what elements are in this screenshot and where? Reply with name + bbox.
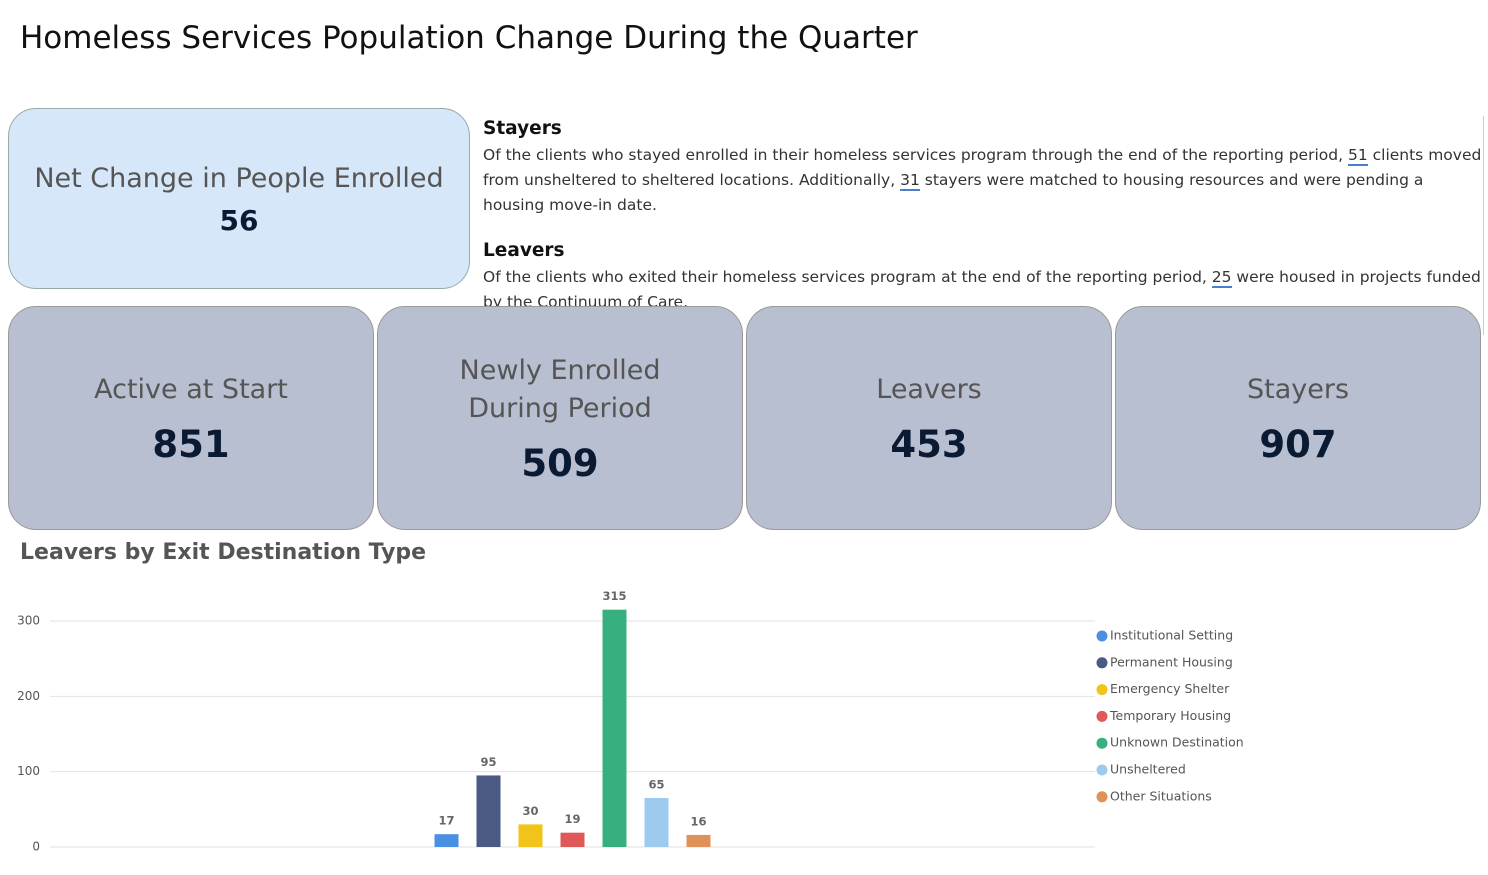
bar — [644, 798, 669, 847]
card-value: 509 — [521, 441, 599, 485]
chart: 0 100 200 300 17 95 30 19 315 65 16 Institutional S… — [17, 589, 1244, 854]
legend-swatch — [1096, 684, 1108, 696]
card-value: 56 — [219, 204, 259, 237]
stat-card: Stayers 907 — [1115, 306, 1481, 530]
legend-swatch — [1096, 657, 1108, 669]
highlight-number: 51 — [1347, 146, 1368, 166]
data-label: 19 — [564, 812, 580, 826]
page-title: Homeless Services Population Change Duri… — [20, 20, 918, 56]
bar — [686, 834, 711, 847]
bar — [434, 834, 459, 847]
stat-card: Newly Enrolled During Period 509 — [377, 306, 743, 530]
legend-swatch — [1096, 710, 1108, 722]
stat-card: Leavers 453 — [746, 306, 1112, 530]
legend-label: Unknown Destination — [1110, 735, 1244, 750]
data-label: 30 — [522, 804, 538, 818]
legend-label: Institutional Setting — [1110, 628, 1233, 643]
data-label: 16 — [690, 814, 706, 828]
card-label: Active at Start — [94, 373, 288, 405]
y-tick-label: 100 — [17, 764, 40, 778]
legend-swatch — [1096, 630, 1108, 642]
bar — [602, 609, 627, 847]
data-label: 95 — [480, 755, 496, 769]
legend-label: Temporary Housing — [1109, 708, 1231, 723]
y-tick-label: 200 — [17, 689, 40, 703]
paragraph: Of the clients who stayed enrolled in th… — [483, 143, 1483, 218]
legend-label: Unsheltered — [1110, 762, 1186, 777]
data-label: 315 — [602, 589, 626, 603]
legend-swatch — [1096, 791, 1108, 803]
highlight-number: 25 — [1211, 268, 1232, 288]
text-run: Of the clients who exited their homeless… — [483, 268, 1212, 286]
text-run: clients moved from unsheltered to shelte… — [483, 146, 1482, 189]
bar — [560, 832, 585, 847]
text-run: stayers were matched to housing resource… — [483, 171, 1424, 214]
card-value: 453 — [890, 422, 968, 466]
text-run: Of the clients who stayed enrolled in th… — [483, 146, 1348, 164]
bar — [518, 824, 543, 847]
summary: Stayers Of the clients who stayed enroll… — [483, 116, 1484, 335]
stat-card: Active at Start 851 — [8, 306, 374, 530]
legend-label: Other Situations — [1110, 788, 1212, 803]
card-value: 907 — [1259, 422, 1337, 466]
bar — [476, 775, 501, 847]
card-label: Newly Enrolled During Period — [459, 354, 661, 424]
card-label: Leavers — [876, 373, 982, 405]
highlight-number: 31 — [900, 171, 920, 191]
legend-label: Permanent Housing — [1110, 654, 1233, 669]
chart-title: Leavers by Exit Destination Type — [20, 540, 427, 565]
net-change-card: Net Change in People Enrolled 56 — [8, 108, 470, 289]
data-label: 65 — [648, 778, 664, 792]
data-label: 17 — [438, 814, 454, 828]
legend-swatch — [1096, 764, 1108, 776]
card-label: Net Change in People Enrolled — [34, 163, 444, 194]
legend-label: Emergency Shelter — [1110, 681, 1230, 696]
legend-swatch — [1096, 737, 1108, 749]
section-heading: Leavers — [483, 240, 565, 261]
card-value: 851 — [152, 422, 230, 466]
card-label: Stayers — [1246, 373, 1350, 405]
section-heading: Stayers — [483, 118, 562, 139]
y-tick-label: 300 — [17, 614, 40, 628]
y-tick-label: 0 — [32, 840, 40, 854]
